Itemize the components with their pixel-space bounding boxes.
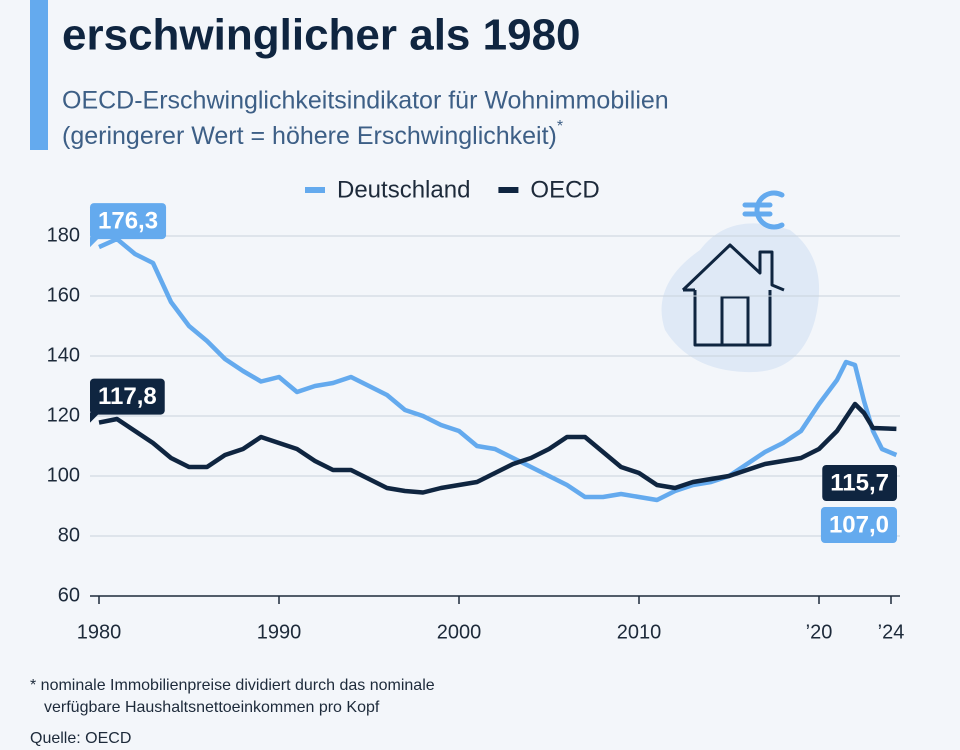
value-label: 115,7 <box>822 465 897 501</box>
subtitle-text: (geringerer Wert = höhere Erschwinglichk… <box>62 122 557 150</box>
y-tick-label: 120 <box>47 404 80 426</box>
subtitle: (geringerer Wert = höhere Erschwinglichk… <box>62 118 563 149</box>
value-label-box <box>90 378 165 415</box>
value-label-pointer <box>90 412 100 423</box>
legend-label: Deutschland <box>337 176 470 203</box>
footnote: * nominale Immobilienpreise dividiert du… <box>30 677 435 694</box>
y-tick-label: 140 <box>47 344 80 366</box>
value-label-box <box>820 507 897 543</box>
value-label-pointer <box>90 237 100 248</box>
y-tick-label: 100 <box>47 464 80 486</box>
value-label-text: 115,7 <box>830 469 889 496</box>
y-tick-label: 80 <box>58 524 80 546</box>
value-label-text: 117,8 <box>98 383 157 410</box>
source: Quelle: OECD <box>30 730 131 747</box>
value-label-box <box>90 203 167 240</box>
x-tick-label: 2010 <box>617 621 662 643</box>
value-label-text: 107,0 <box>829 511 889 538</box>
value-label: 176,3 <box>90 203 167 248</box>
footnote: verfügbare Haushaltsnettoeinkommen pro K… <box>44 699 380 716</box>
value-label: 107,0 <box>820 507 897 543</box>
x-tick-label: 1980 <box>77 621 122 643</box>
legend-label: OECD <box>530 176 599 203</box>
y-tick-label: 160 <box>47 284 80 306</box>
x-tick-label: 2000 <box>437 621 482 643</box>
house-icon <box>661 190 820 373</box>
line-series <box>98 401 897 495</box>
y-tick-label: 60 <box>58 584 80 606</box>
chart-title: erschwinglicher als 1980 <box>62 11 581 60</box>
value-label: 117,8 <box>90 378 165 423</box>
subtitle-mark: * <box>557 118 563 135</box>
value-label-text: 176,3 <box>98 207 158 234</box>
accent-bar <box>30 0 48 150</box>
x-tick-label: 1990 <box>257 621 302 643</box>
x-tick-label: ’24 <box>878 621 905 643</box>
subtitle: OECD-Erschwinglichkeitsindikator für Woh… <box>62 87 669 115</box>
value-label-box <box>822 465 897 501</box>
x-tick-label: ’20 <box>806 621 833 643</box>
y-tick-label: 180 <box>47 224 80 246</box>
